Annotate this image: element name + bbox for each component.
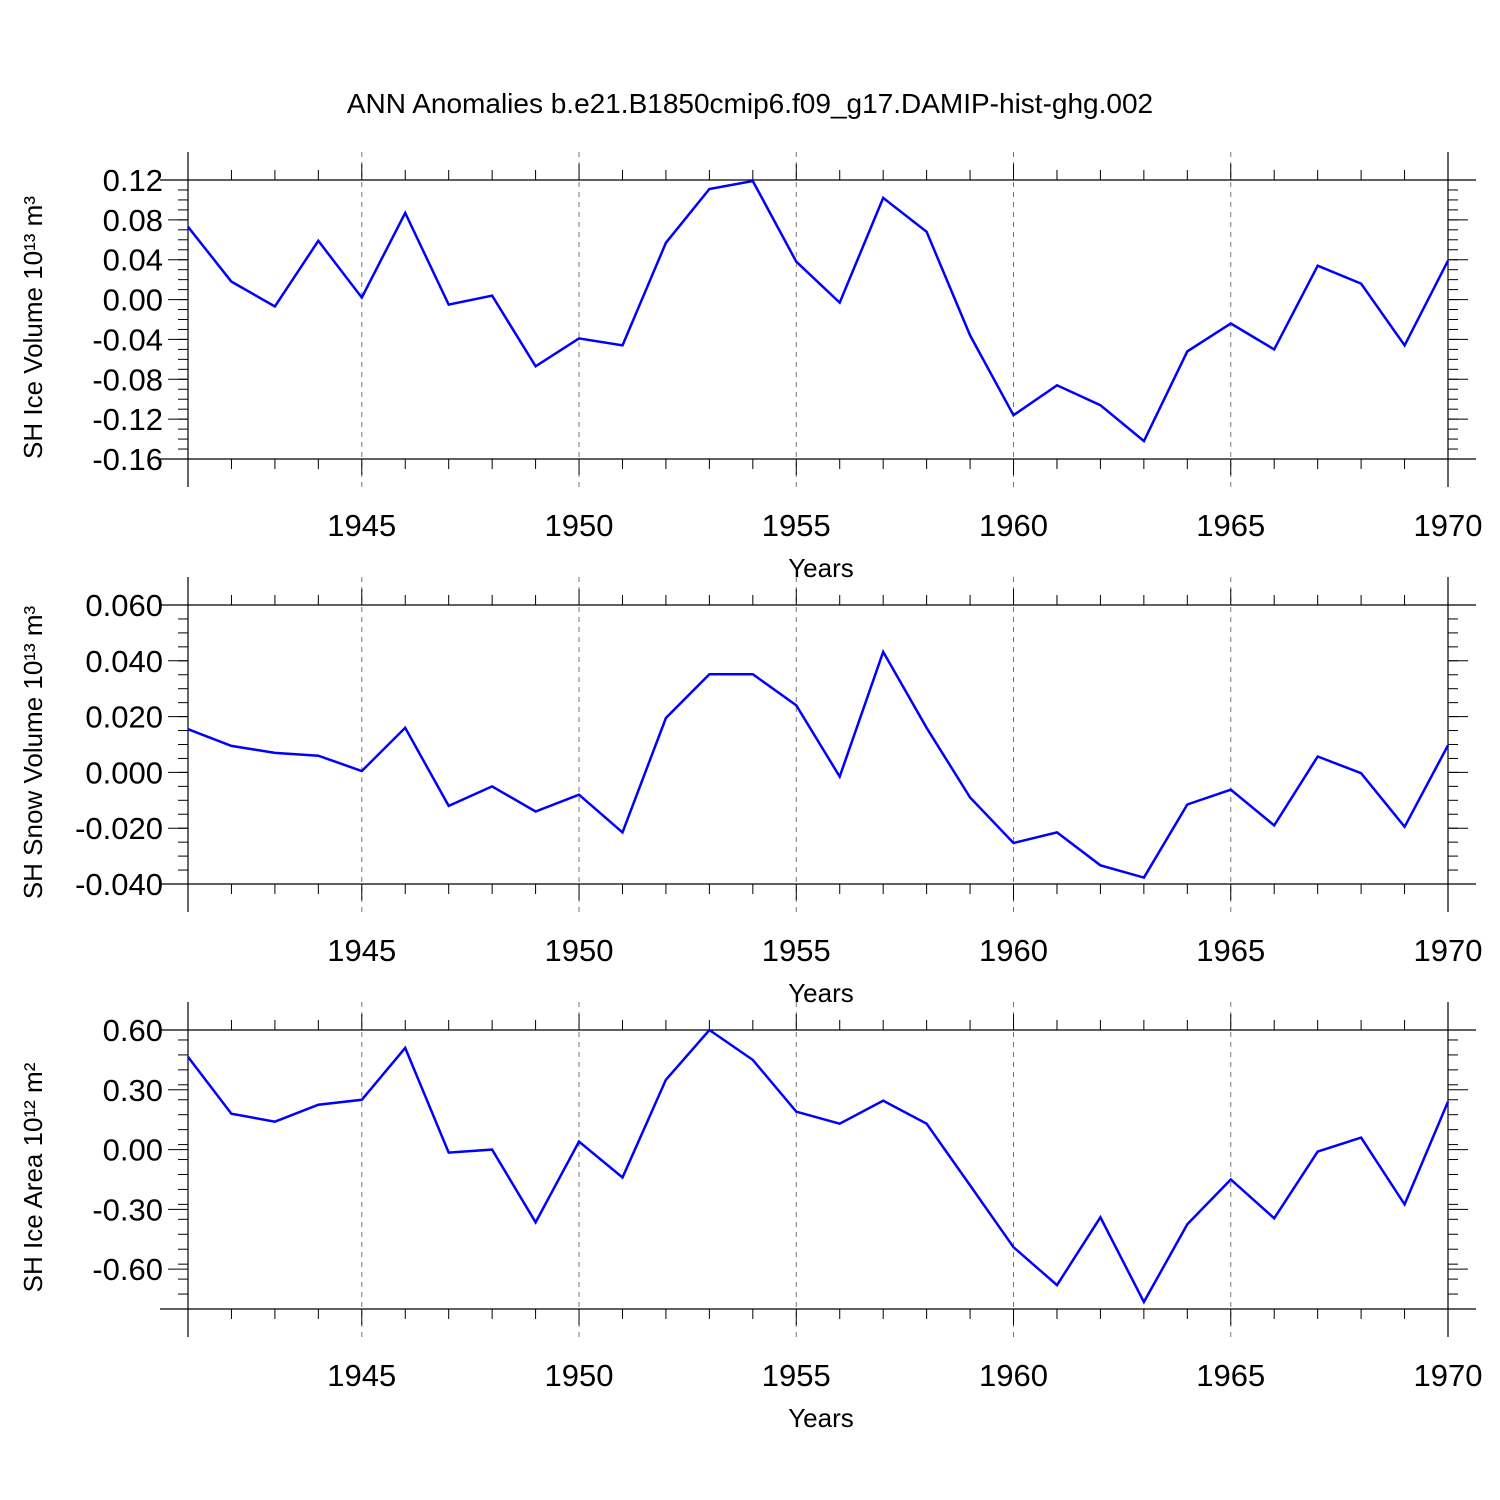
x-tick-label: 1955: [762, 508, 831, 543]
x-tick-label: 1960: [979, 933, 1048, 968]
x-axis-title: Years: [788, 553, 854, 583]
series-line: [187, 648, 1450, 880]
y-tick-label: -0.60: [92, 1252, 163, 1287]
x-tick-label: 1960: [979, 508, 1048, 543]
y-tick-label: -0.040: [75, 867, 163, 902]
x-tick-label: 1970: [1414, 508, 1483, 543]
x-tick-label: 1955: [762, 1358, 831, 1393]
y-tick-label: -0.12: [92, 402, 163, 437]
x-tick-label: 1965: [1196, 508, 1265, 543]
y-tick-label: -0.08: [92, 362, 163, 397]
y-tick-label: 0.040: [85, 644, 163, 679]
x-tick-label: 1970: [1414, 933, 1483, 968]
x-tick-label: 1945: [327, 508, 396, 543]
x-tick-label: 1955: [762, 933, 831, 968]
x-tick-label: 1950: [545, 1358, 614, 1393]
y-axis-title: SH Snow Volume 10¹³ m³: [18, 605, 48, 899]
y-tick-label: -0.04: [92, 322, 163, 357]
y-tick-label: 0.04: [103, 243, 163, 278]
x-tick-label: 1960: [979, 1358, 1048, 1393]
page-title: ANN Anomalies b.e21.B1850cmip6.f09_g17.D…: [346, 88, 1154, 119]
y-tick-label: -0.30: [92, 1192, 163, 1227]
y-tick-label: -0.020: [75, 811, 163, 846]
y-tick-label: 0.60: [103, 1013, 163, 1048]
x-tick-label: 1965: [1196, 1358, 1265, 1393]
series-line: [187, 179, 1450, 444]
y-tick-label: 0.12: [103, 163, 163, 198]
x-tick-label: 1950: [545, 933, 614, 968]
x-tick-label: 1945: [327, 933, 396, 968]
series-line: [187, 1028, 1450, 1305]
x-tick-label: 1965: [1196, 933, 1265, 968]
x-axis-title: Years: [788, 978, 854, 1008]
y-tick-label: -0.16: [92, 442, 163, 477]
y-axis-title: SH Ice Area 10¹² m²: [18, 1062, 48, 1292]
x-tick-label: 1950: [545, 508, 614, 543]
y-tick-label: 0.08: [103, 203, 163, 238]
y-axis-title: SH Ice Volume 10¹³ m³: [18, 196, 48, 459]
y-tick-label: 0.00: [103, 1133, 163, 1168]
x-tick-label: 1945: [327, 1358, 396, 1393]
y-tick-label: 0.000: [85, 755, 163, 790]
x-axis-title: Years: [788, 1403, 854, 1433]
y-tick-label: 0.060: [85, 588, 163, 623]
y-tick-label: 0.30: [103, 1073, 163, 1108]
y-tick-label: 0.020: [85, 700, 163, 735]
y-tick-label: 0.00: [103, 283, 163, 318]
x-tick-label: 1970: [1414, 1358, 1483, 1393]
